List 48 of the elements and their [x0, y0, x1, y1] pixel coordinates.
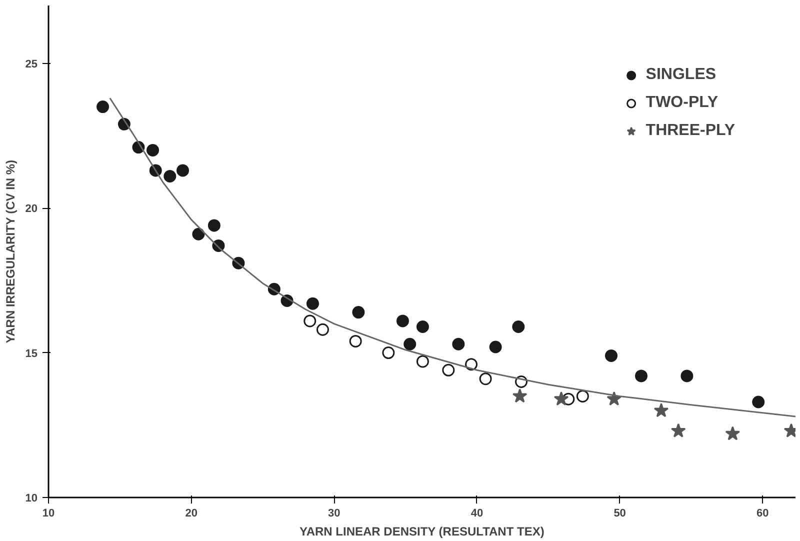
y-tick-label: 10 [25, 492, 38, 504]
legend-label: TWO-PLY [646, 94, 718, 112]
y-tick-label: 25 [25, 58, 38, 70]
point [670, 423, 686, 438]
point [396, 314, 409, 328]
x-tick-label: 40 [470, 508, 484, 520]
point [512, 388, 528, 403]
point [164, 170, 176, 182]
point [192, 228, 205, 240]
x-tick-label: 30 [328, 508, 340, 520]
legend-label: THREE-PLY [646, 122, 735, 140]
point [725, 426, 740, 440]
point [752, 396, 765, 408]
point [479, 372, 492, 386]
line-series [109, 97, 796, 418]
point [306, 297, 319, 310]
point [352, 306, 365, 319]
point [416, 355, 429, 368]
x-tick-label: 20 [185, 508, 198, 520]
point [304, 314, 316, 328]
x-tick-label: 60 [756, 508, 769, 520]
point [576, 390, 589, 402]
point [489, 340, 502, 354]
y-tick-label: 20 [25, 203, 38, 216]
x-tick-label: 50 [614, 508, 626, 520]
point [634, 370, 648, 382]
point [382, 346, 395, 360]
point [512, 320, 525, 333]
y-axis-title: YARN IRREGULARITY (CV IN %) [3, 160, 18, 344]
point [176, 164, 190, 177]
point [208, 219, 220, 232]
point [316, 323, 329, 336]
x-axis-title: YARN LINEAR DENSITY (RESULTANT TEX) [299, 524, 544, 538]
point [654, 402, 669, 418]
point [146, 144, 160, 156]
point [452, 338, 465, 350]
point [554, 391, 569, 406]
legend-label: SINGLES [646, 66, 716, 84]
y-tick-label: 15 [25, 348, 38, 360]
point [349, 334, 362, 348]
point [404, 338, 416, 350]
point [605, 349, 618, 362]
point [416, 320, 429, 333]
point [606, 391, 622, 406]
point [442, 364, 455, 376]
x-tick-label: 10 [42, 508, 55, 520]
point [680, 370, 694, 382]
point [96, 100, 110, 114]
